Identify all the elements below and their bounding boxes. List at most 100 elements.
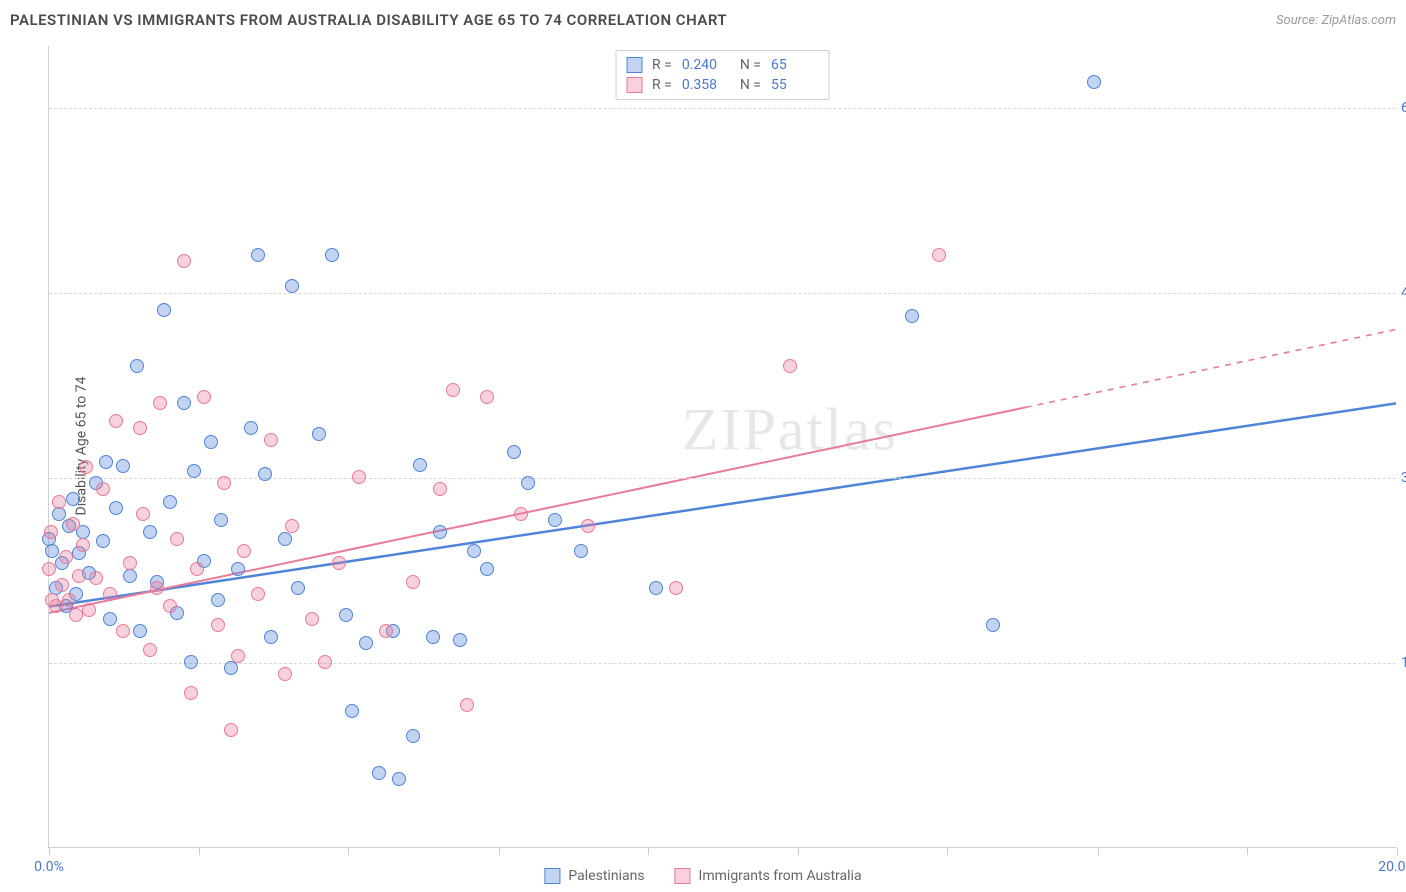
data-point-australia: [69, 608, 83, 622]
data-point-palestinians: [224, 661, 238, 675]
legend-label-palestinians: Palestinians: [568, 868, 644, 884]
legend-r-label: R =: [652, 77, 672, 93]
x-tick-label: 20.0%: [1378, 859, 1406, 875]
data-point-palestinians: [345, 704, 359, 718]
legend-item-australia: Immigrants from Australia: [675, 868, 862, 884]
data-point-palestinians: [649, 581, 663, 595]
data-point-australia: [89, 571, 103, 585]
legend-swatch-palestinians: [626, 57, 642, 73]
data-point-australia: [82, 603, 96, 617]
data-point-australia: [783, 359, 797, 373]
data-point-palestinians: [480, 562, 494, 576]
data-point-australia: [136, 507, 150, 521]
x-tick: [798, 847, 799, 855]
data-point-palestinians: [406, 729, 420, 743]
x-tick: [1397, 847, 1398, 855]
data-point-palestinians: [258, 467, 272, 481]
data-point-palestinians: [372, 766, 386, 780]
legend-n-label: N =: [740, 57, 761, 73]
data-point-palestinians: [123, 569, 137, 583]
data-point-australia: [76, 538, 90, 552]
data-point-palestinians: [187, 464, 201, 478]
data-point-palestinians: [177, 396, 191, 410]
data-point-palestinians: [453, 633, 467, 647]
x-tick: [648, 847, 649, 855]
legend-n-value-australia: 55: [771, 77, 819, 93]
data-point-palestinians: [507, 445, 521, 459]
data-point-australia: [669, 581, 683, 595]
legend-r-value-palestinians: 0.240: [682, 57, 730, 73]
legend-r-value-australia: 0.358: [682, 77, 730, 93]
data-point-australia: [305, 612, 319, 626]
y-tick-label: 45.0%: [1401, 285, 1406, 301]
data-point-palestinians: [264, 630, 278, 644]
trend-line-australia: [49, 407, 1026, 612]
x-tick: [1247, 847, 1248, 855]
data-point-palestinians: [359, 636, 373, 650]
source-prefix: Source:: [1276, 13, 1321, 28]
trend-line-dashed-australia: [1026, 329, 1396, 407]
data-point-palestinians: [521, 476, 535, 490]
data-point-palestinians: [278, 532, 292, 546]
data-point-australia: [153, 396, 167, 410]
source-attribution: Source: ZipAtlas.com: [1276, 13, 1396, 28]
x-tick: [348, 847, 349, 855]
data-point-palestinians: [574, 544, 588, 558]
data-point-palestinians: [905, 309, 919, 323]
chart-container: PALESTINIAN VS IMMIGRANTS FROM AUSTRALIA…: [0, 0, 1406, 892]
data-point-palestinians: [467, 544, 481, 558]
data-point-palestinians: [244, 421, 258, 435]
grid-line-h: [49, 663, 1396, 664]
data-point-palestinians: [99, 455, 113, 469]
data-point-palestinians: [986, 618, 1000, 632]
data-point-australia: [217, 476, 231, 490]
data-point-australia: [177, 254, 191, 268]
data-point-palestinians: [204, 435, 218, 449]
data-point-palestinians: [130, 359, 144, 373]
data-point-australia: [224, 723, 238, 737]
legend-stat-row-australia: R =0.358N =55: [626, 75, 819, 95]
data-point-australia: [52, 495, 66, 509]
legend-r-label: R =: [652, 57, 672, 73]
data-point-australia: [581, 519, 595, 533]
data-point-australia: [514, 507, 528, 521]
data-point-palestinians: [184, 655, 198, 669]
data-point-palestinians: [231, 562, 245, 576]
data-point-australia: [285, 519, 299, 533]
data-point-australia: [72, 569, 86, 583]
data-point-australia: [332, 556, 346, 570]
data-point-palestinians: [66, 492, 80, 506]
x-tick: [199, 847, 200, 855]
data-point-palestinians: [433, 525, 447, 539]
data-point-australia: [406, 575, 420, 589]
trend-lines: [49, 46, 1396, 847]
legend-swatch-australia: [626, 77, 642, 93]
data-point-australia: [480, 390, 494, 404]
data-point-australia: [932, 248, 946, 262]
data-point-palestinians: [211, 593, 225, 607]
x-tick: [1098, 847, 1099, 855]
data-point-palestinians: [96, 534, 110, 548]
data-point-australia: [96, 482, 110, 496]
data-point-australia: [45, 593, 59, 607]
data-point-palestinians: [143, 525, 157, 539]
y-tick-label: 15.0%: [1401, 655, 1406, 671]
data-point-australia: [190, 562, 204, 576]
source-link[interactable]: ZipAtlas.com: [1321, 13, 1396, 28]
data-point-australia: [264, 433, 278, 447]
grid-line-h: [49, 478, 1396, 479]
data-point-australia: [150, 581, 164, 595]
data-point-palestinians: [133, 624, 147, 638]
data-point-palestinians: [291, 581, 305, 595]
grid-line-h: [49, 293, 1396, 294]
data-point-palestinians: [285, 279, 299, 293]
grid-line-h: [49, 108, 1396, 109]
data-point-palestinians: [1087, 75, 1101, 89]
data-point-palestinians: [339, 608, 353, 622]
data-point-australia: [352, 470, 366, 484]
data-point-australia: [44, 525, 58, 539]
plot-area: ZIPatlas R =0.240N =65R =0.358N =55 15.0…: [48, 46, 1396, 848]
data-point-australia: [62, 593, 76, 607]
legend-item-palestinians: Palestinians: [544, 868, 644, 884]
data-point-australia: [143, 643, 157, 657]
